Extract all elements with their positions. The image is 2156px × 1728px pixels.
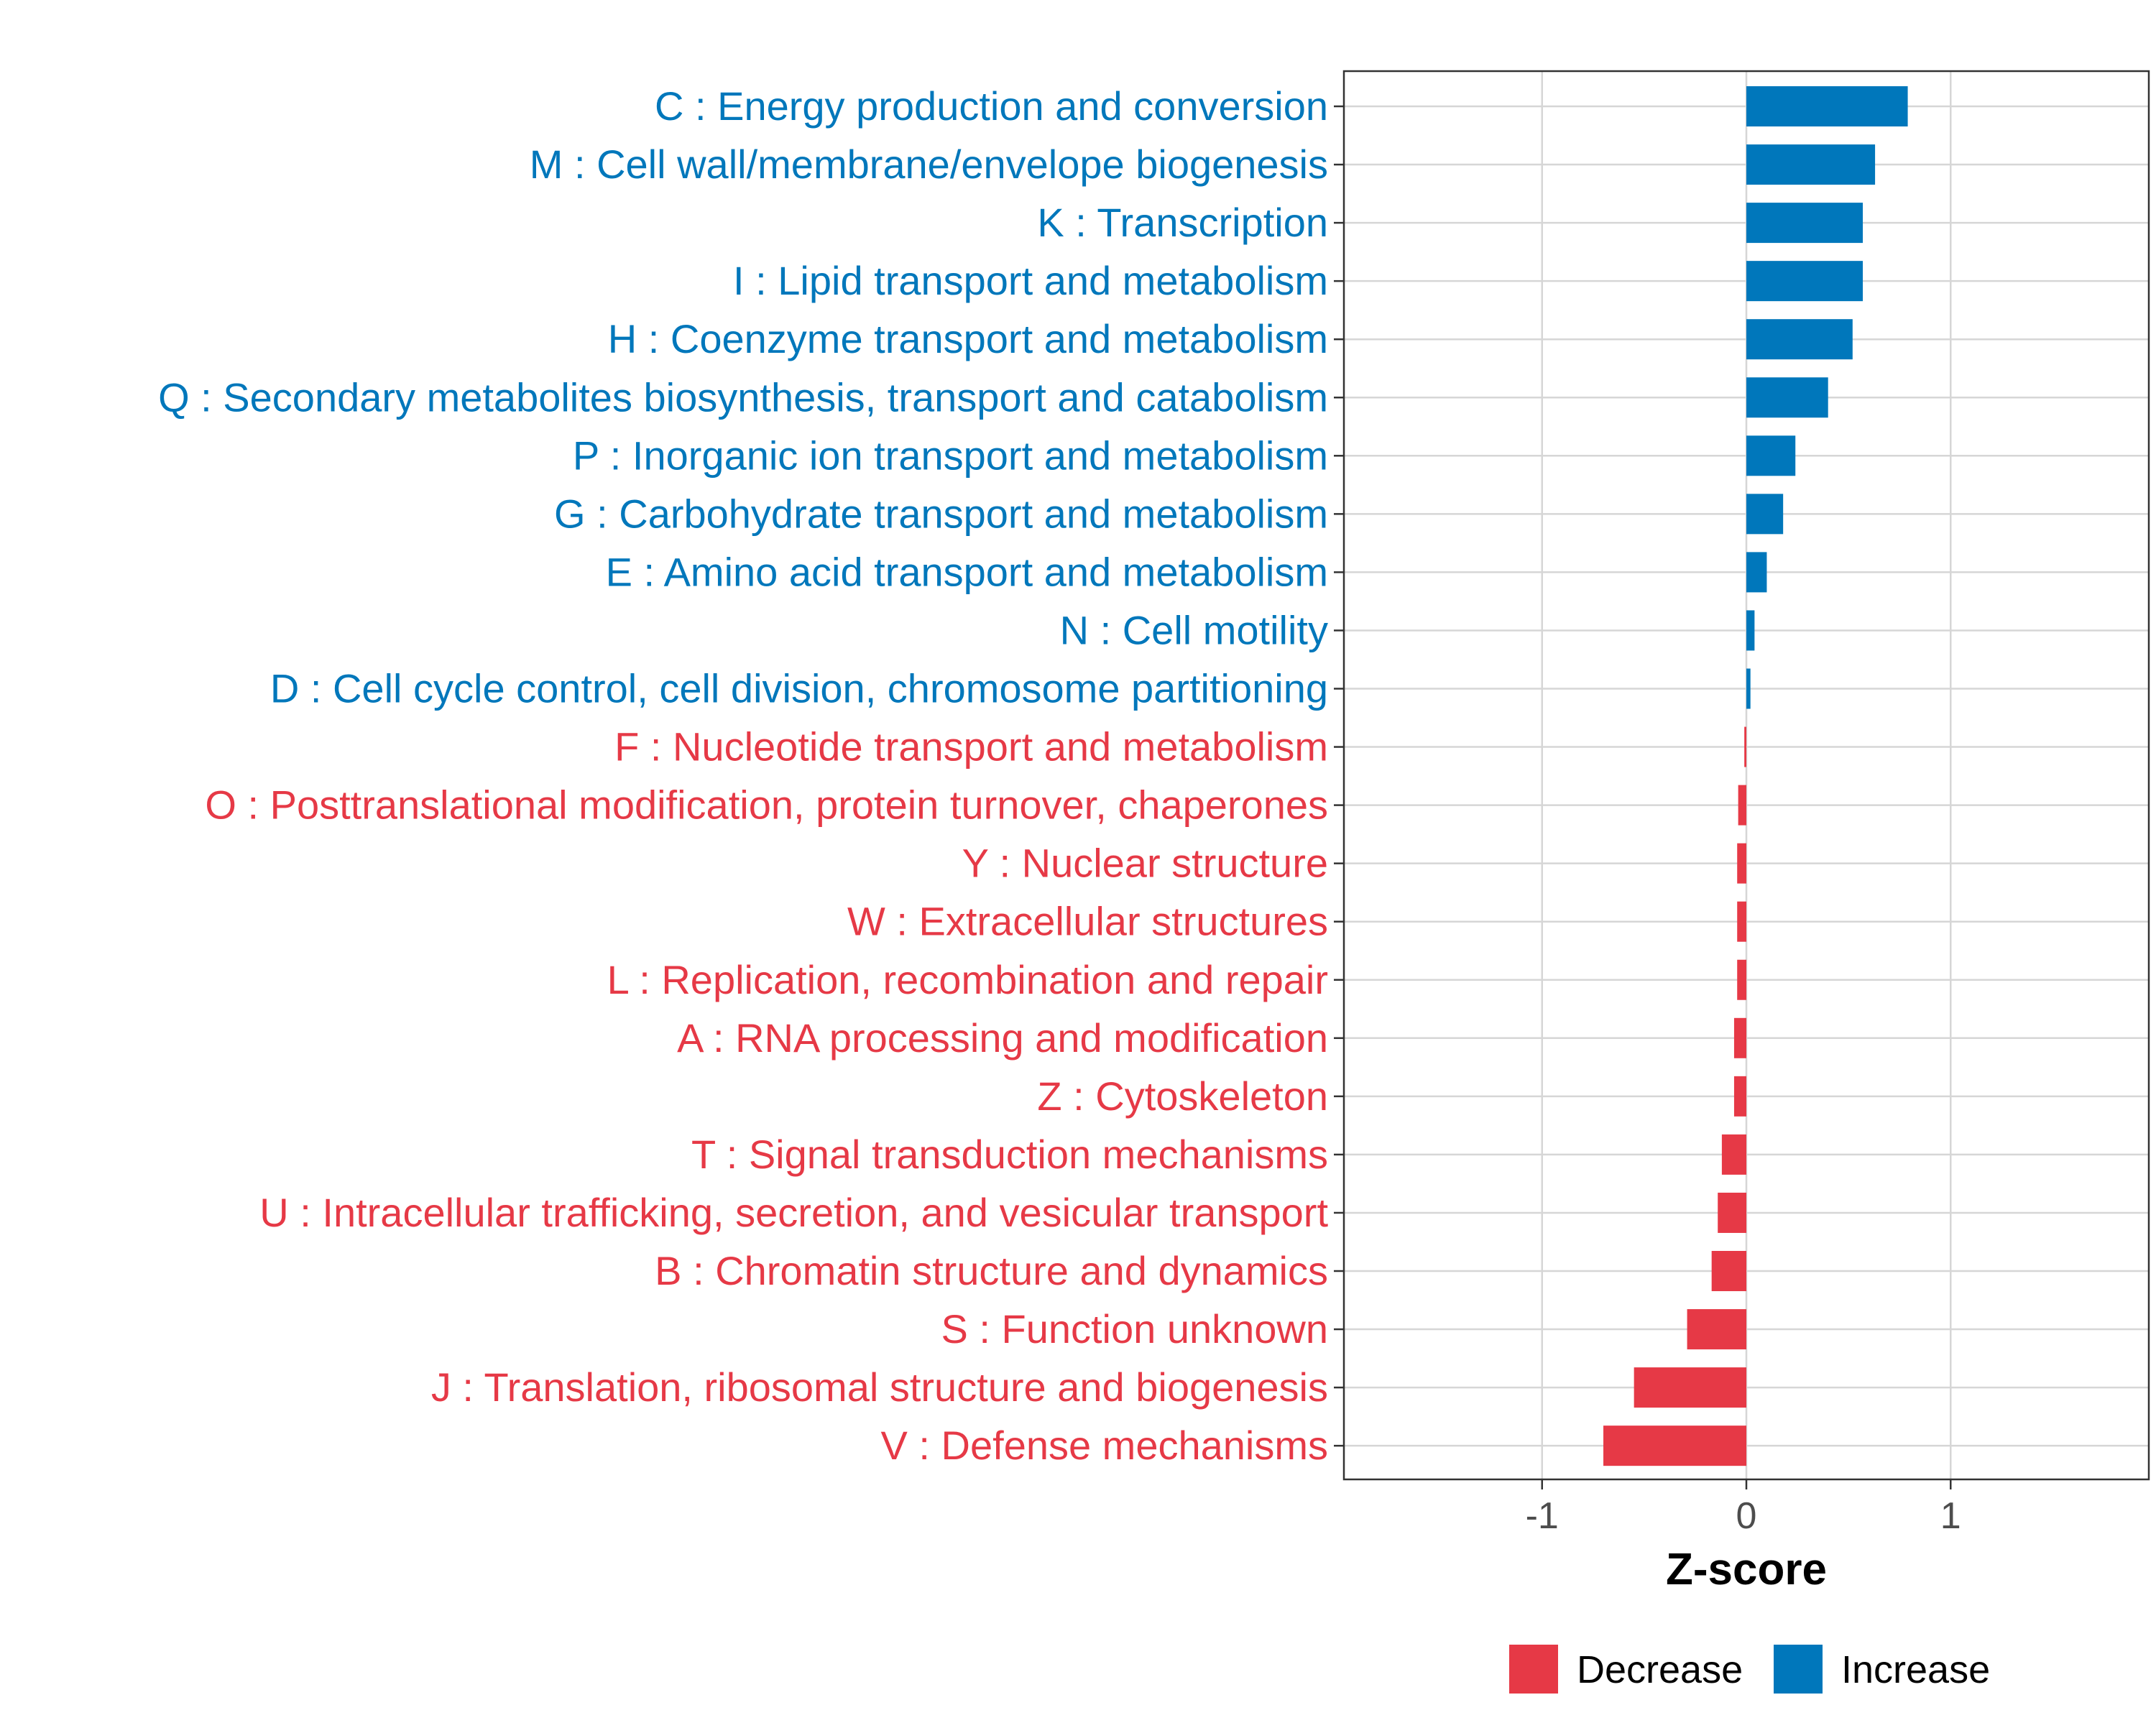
y-tick-label: J : Translation, ribosomal structure and…	[431, 1364, 1328, 1410]
bar	[1733, 1017, 1746, 1058]
bar	[1603, 1426, 1746, 1466]
x-tick-label: 0	[1736, 1495, 1757, 1537]
legend-swatch	[1774, 1645, 1823, 1694]
bar	[1746, 552, 1767, 593]
y-tick-label: A : RNA processing and modification	[677, 1015, 1328, 1061]
y-tick-label: B : Chromatin structure and dynamics	[655, 1248, 1328, 1293]
bar	[1737, 959, 1746, 1000]
y-tick-label: Q : Secondary metabolites biosynthesis, …	[158, 374, 1328, 420]
y-tick-label: F : Nucleotide transport and metabolism	[614, 724, 1328, 770]
y-tick-label: N : Cell motility	[1060, 607, 1328, 652]
y-tick-label: C : Energy production and conversion	[655, 83, 1328, 129]
bar-layer	[1603, 86, 1908, 1466]
y-tick-label: G : Carbohydrate transport and metabolis…	[554, 491, 1328, 536]
y-tick-label: I : Lipid transport and metabolism	[733, 258, 1328, 303]
y-tick-label: U : Intracellular trafficking, secretion…	[259, 1190, 1328, 1235]
y-tick-label: D : Cell cycle control, cell division, c…	[270, 666, 1328, 711]
bar	[1746, 319, 1853, 360]
y-tick-label: W : Extracellular structures	[847, 899, 1328, 944]
bar	[1746, 261, 1864, 302]
y-tick-label: M : Cell wall/membrane/envelope biogenes…	[530, 142, 1328, 187]
y-tick-label: H : Coenzyme transport and metabolism	[608, 316, 1328, 361]
x-tick-label: 1	[1940, 1495, 1961, 1537]
y-tick-label: E : Amino acid transport and metabolism	[606, 549, 1328, 594]
category-labels: C : Energy production and conversion M : …	[158, 83, 1344, 1468]
y-tick-label: S : Function unknown	[941, 1306, 1328, 1352]
y-tick-label: O : Posttranslational modification, prot…	[205, 782, 1328, 828]
bar	[1746, 86, 1908, 126]
bar	[1738, 785, 1746, 826]
legend-label: Increase	[1841, 1648, 1990, 1691]
bar	[1746, 144, 1876, 185]
x-axis-ticks: -1 0 1	[1526, 1479, 1961, 1537]
y-tick-label: Z : Cytoskeleton	[1037, 1073, 1328, 1119]
bar	[1744, 726, 1746, 767]
bar	[1746, 435, 1796, 476]
y-tick-label: V : Defense mechanisms	[881, 1423, 1328, 1468]
bar	[1746, 203, 1864, 244]
y-tick-label: P : Inorganic ion transport and metaboli…	[573, 433, 1328, 478]
y-tick-label: K : Transcription	[1037, 200, 1328, 245]
bar	[1737, 843, 1746, 884]
legend: Decrease Increase	[1509, 1645, 1990, 1694]
bar	[1634, 1367, 1746, 1408]
x-tick-label: -1	[1526, 1495, 1559, 1537]
y-tick-label: L : Replication, recombination and repai…	[607, 957, 1328, 1002]
bar	[1733, 1076, 1746, 1117]
y-tick-label: T : Signal transduction mechanisms	[691, 1132, 1328, 1177]
bar	[1746, 377, 1828, 418]
bar	[1746, 494, 1784, 535]
bar	[1721, 1134, 1746, 1175]
bar	[1711, 1251, 1746, 1291]
legend-label: Decrease	[1577, 1648, 1743, 1691]
bar	[1737, 901, 1746, 942]
bar	[1746, 610, 1755, 651]
y-tick-label: Y : Nuclear structure	[962, 841, 1328, 886]
legend-swatch	[1509, 1645, 1558, 1694]
x-axis-title: Z-score	[1666, 1545, 1827, 1594]
bar	[1718, 1192, 1746, 1233]
bar	[1746, 668, 1751, 709]
bar	[1687, 1309, 1746, 1350]
